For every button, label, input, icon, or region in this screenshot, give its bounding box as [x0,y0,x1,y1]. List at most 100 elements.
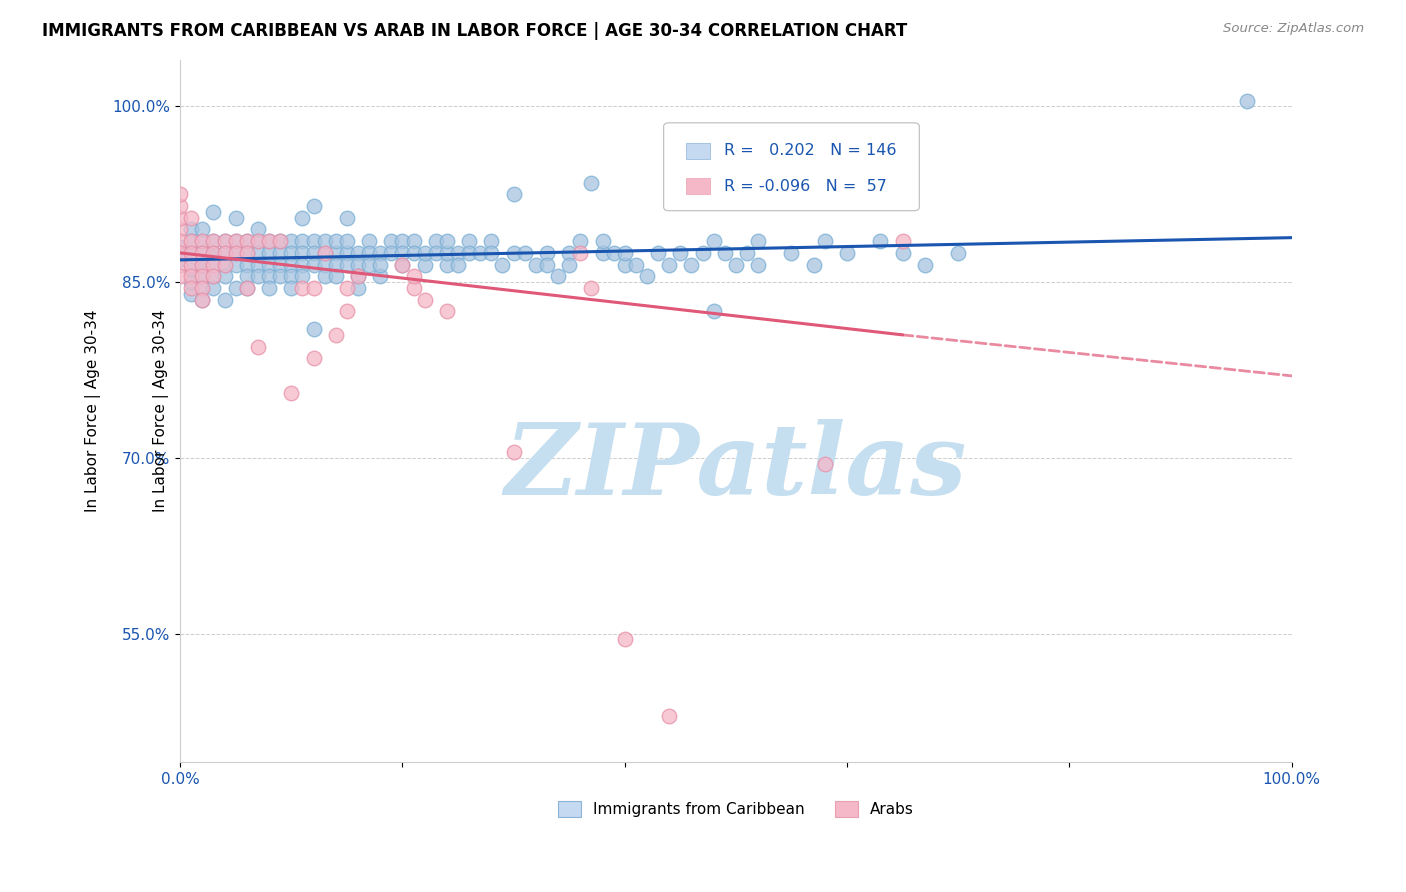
Point [191,245,214,260]
Point [325,245,347,260]
Point [202,245,225,260]
Point [314,245,336,260]
Point [436,234,458,248]
Point [246,340,269,354]
Point [214,245,236,260]
Point [180,245,202,260]
Point [169,199,191,213]
Point [314,234,336,248]
Point [214,258,236,272]
Point [1236,94,1258,108]
Point [302,322,325,336]
Point [780,245,803,260]
Point [169,187,191,202]
Point [681,258,703,272]
Point [280,258,302,272]
Text: IMMIGRANTS FROM CARIBBEAN VS ARAB IN LABOR FORCE | AGE 30-34 CORRELATION CHART: IMMIGRANTS FROM CARIBBEAN VS ARAB IN LAB… [42,22,907,40]
Point [869,234,891,248]
Point [180,222,202,236]
Point [747,234,769,248]
Point [280,281,302,295]
Point [202,234,225,248]
Point [703,234,725,248]
Point [246,234,269,248]
Point [458,234,481,248]
Point [246,234,269,248]
Point [280,386,302,401]
Point [413,258,436,272]
Point [891,234,914,248]
Point [747,258,769,272]
Point [347,269,370,284]
Point [202,258,225,272]
Point [246,269,269,284]
Point [724,258,747,272]
Point [302,245,325,260]
Y-axis label: In Labor Force | Age 30-34: In Labor Force | Age 30-34 [153,310,169,512]
Point [214,234,236,248]
Point [581,281,603,295]
Point [257,258,280,272]
Point [347,258,370,272]
Point [613,632,636,647]
Point [336,211,359,225]
Point [391,258,413,272]
Point [269,234,291,248]
Point [647,245,669,260]
Point [202,281,225,295]
Text: ZIPatlas: ZIPatlas [505,419,967,516]
Point [336,234,359,248]
Point [359,258,381,272]
Point [803,258,825,272]
Point [291,281,314,295]
Point [191,222,214,236]
Point [236,234,259,248]
Point [325,258,347,272]
FancyBboxPatch shape [686,144,710,159]
Point [180,275,202,289]
Point [291,211,314,225]
Point [479,234,502,248]
Point [302,234,325,248]
Point [169,234,191,248]
Point [225,245,247,260]
Point [592,245,614,260]
Point [191,234,214,248]
Point [336,304,359,318]
Point [491,258,513,272]
Point [536,258,558,272]
Point [236,269,259,284]
Point [236,245,259,260]
Point [191,269,214,284]
Point [191,258,214,272]
Point [236,234,259,248]
Point [425,234,447,248]
Point [314,258,336,272]
Point [291,234,314,248]
Point [269,269,291,284]
Point [368,269,391,284]
Point [669,245,692,260]
Point [302,199,325,213]
Point [325,327,347,342]
Text: Source: ZipAtlas.com: Source: ZipAtlas.com [1223,22,1364,36]
Point [202,258,225,272]
Point [246,222,269,236]
Point [236,281,259,295]
Legend: Immigrants from Caribbean, Arabs: Immigrants from Caribbean, Arabs [550,794,922,825]
Point [692,245,714,260]
Point [470,245,492,260]
Point [458,245,481,260]
Point [191,245,214,260]
Point [436,304,458,318]
Point [658,258,681,272]
Point [314,269,336,284]
Point [280,269,302,284]
Point [169,252,191,266]
Point [180,269,202,284]
Point [347,281,370,295]
Point [180,258,202,272]
Point [447,258,470,272]
Point [202,269,225,284]
Point [814,234,837,248]
